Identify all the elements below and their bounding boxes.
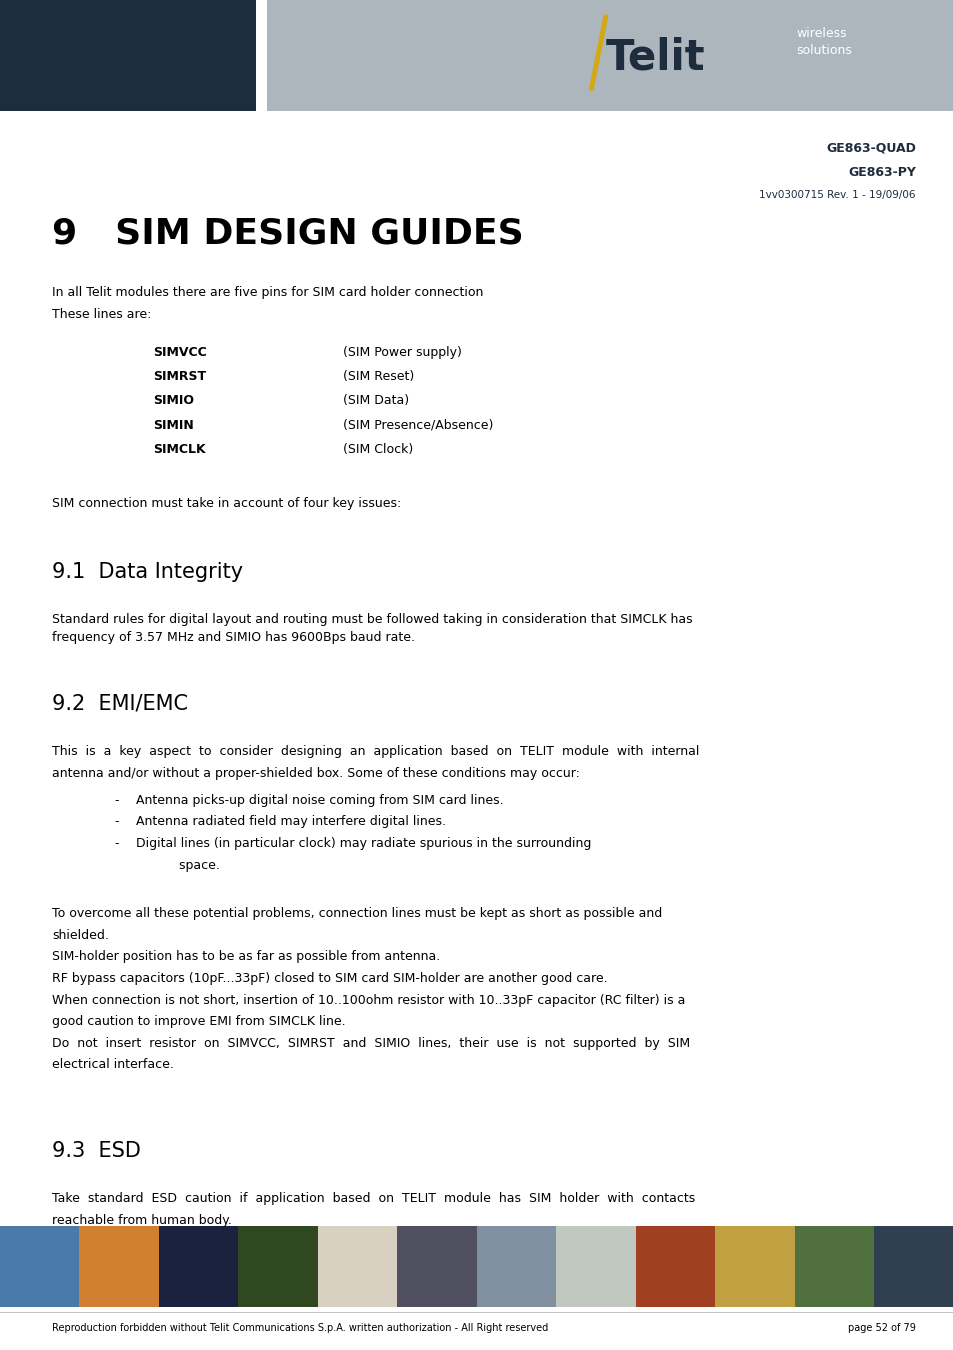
Text: Do  not  insert  resistor  on  SIMVCC,  SIMRST  and  SIMIO  lines,  their  use  : Do not insert resistor on SIMVCC, SIMRST… — [52, 1037, 690, 1050]
Text: To overcome all these potential problems, connection lines must be kept as short: To overcome all these potential problems… — [52, 907, 662, 921]
Bar — [317, 1226, 397, 1307]
Text: GE863-QUAD: GE863-QUAD — [825, 142, 915, 155]
Bar — [636, 1226, 715, 1307]
Text: -: - — [114, 815, 119, 829]
Text: SIM-holder position has to be as far as possible from antenna.: SIM-holder position has to be as far as … — [52, 950, 440, 964]
Text: reachable from human body.: reachable from human body. — [52, 1214, 233, 1227]
Text: Digital lines (in particular clock) may radiate spurious in the surrounding: Digital lines (in particular clock) may … — [136, 837, 591, 850]
Text: -: - — [114, 794, 119, 807]
Text: SIMVCC: SIMVCC — [152, 346, 206, 359]
Text: (SIM Power supply): (SIM Power supply) — [343, 346, 462, 359]
Text: (SIM Presence/Absence): (SIM Presence/Absence) — [343, 418, 494, 432]
Bar — [159, 1226, 238, 1307]
Text: Antenna picks-up digital noise coming from SIM card lines.: Antenna picks-up digital noise coming fr… — [136, 794, 503, 807]
Text: Take  standard  ESD  caution  if  application  based  on  TELIT  module  has  SI: Take standard ESD caution if application… — [52, 1192, 695, 1206]
Bar — [874, 1226, 953, 1307]
Text: 9.1  Data Integrity: 9.1 Data Integrity — [52, 562, 243, 582]
Text: 9.2  EMI/EMC: 9.2 EMI/EMC — [52, 694, 189, 714]
Text: When connection is not short, insertion of 10..100ohm resistor with 10..33pF cap: When connection is not short, insertion … — [52, 994, 685, 1007]
Text: antenna and/or without a proper-shielded box. Some of these conditions may occur: antenna and/or without a proper-shielded… — [52, 767, 579, 780]
Bar — [476, 1226, 556, 1307]
Text: 9   SIM DESIGN GUIDES: 9 SIM DESIGN GUIDES — [52, 216, 523, 250]
Bar — [0, 0, 255, 111]
Text: space.: space. — [151, 859, 219, 872]
Text: electrical interface.: electrical interface. — [52, 1058, 174, 1072]
Text: SIMRST: SIMRST — [152, 370, 206, 383]
Text: Telit: Telit — [605, 36, 704, 78]
Text: SIMIN: SIMIN — [152, 418, 193, 432]
Text: 9.3  ESD: 9.3 ESD — [52, 1141, 141, 1161]
Bar — [715, 1226, 794, 1307]
Text: wireless
solutions: wireless solutions — [796, 27, 852, 57]
Text: RF bypass capacitors (10pF...33pF) closed to SIM card SIM-holder are another goo: RF bypass capacitors (10pF...33pF) close… — [52, 972, 607, 986]
Text: shielded.: shielded. — [52, 929, 110, 942]
Text: Antenna radiated field may interfere digital lines.: Antenna radiated field may interfere dig… — [136, 815, 446, 829]
Text: good caution to improve EMI from SIMCLK line.: good caution to improve EMI from SIMCLK … — [52, 1015, 346, 1029]
Text: This  is  a  key  aspect  to  consider  designing  an  application  based  on  T: This is a key aspect to consider designi… — [52, 745, 700, 759]
Bar — [267, 0, 953, 111]
Text: GE863-PY: GE863-PY — [847, 166, 915, 180]
Text: (SIM Data): (SIM Data) — [343, 394, 409, 408]
Text: (SIM Reset): (SIM Reset) — [343, 370, 415, 383]
Bar — [794, 1226, 874, 1307]
Text: (SIM Clock): (SIM Clock) — [343, 443, 414, 456]
Text: These lines are:: These lines are: — [52, 308, 152, 321]
Text: SIMCLK: SIMCLK — [152, 443, 205, 456]
Text: Standard rules for digital layout and routing must be followed taking in conside: Standard rules for digital layout and ro… — [52, 613, 693, 644]
Text: SIMIO: SIMIO — [152, 394, 193, 408]
Text: 1vv0300715 Rev. 1 - 19/09/06: 1vv0300715 Rev. 1 - 19/09/06 — [759, 190, 915, 200]
Bar — [238, 1226, 317, 1307]
Text: Reproduction forbidden without Telit Communications S.p.A. written authorization: Reproduction forbidden without Telit Com… — [52, 1323, 548, 1332]
Text: page 52 of 79: page 52 of 79 — [847, 1323, 915, 1332]
Bar — [556, 1226, 636, 1307]
Bar — [255, 0, 267, 111]
Bar — [0, 1226, 79, 1307]
Text: In all Telit modules there are five pins for SIM card holder connection: In all Telit modules there are five pins… — [52, 286, 483, 300]
Bar — [397, 1226, 476, 1307]
Text: SIM connection must take in account of four key issues:: SIM connection must take in account of f… — [52, 497, 401, 510]
Bar — [79, 1226, 159, 1307]
Text: -: - — [114, 837, 119, 850]
